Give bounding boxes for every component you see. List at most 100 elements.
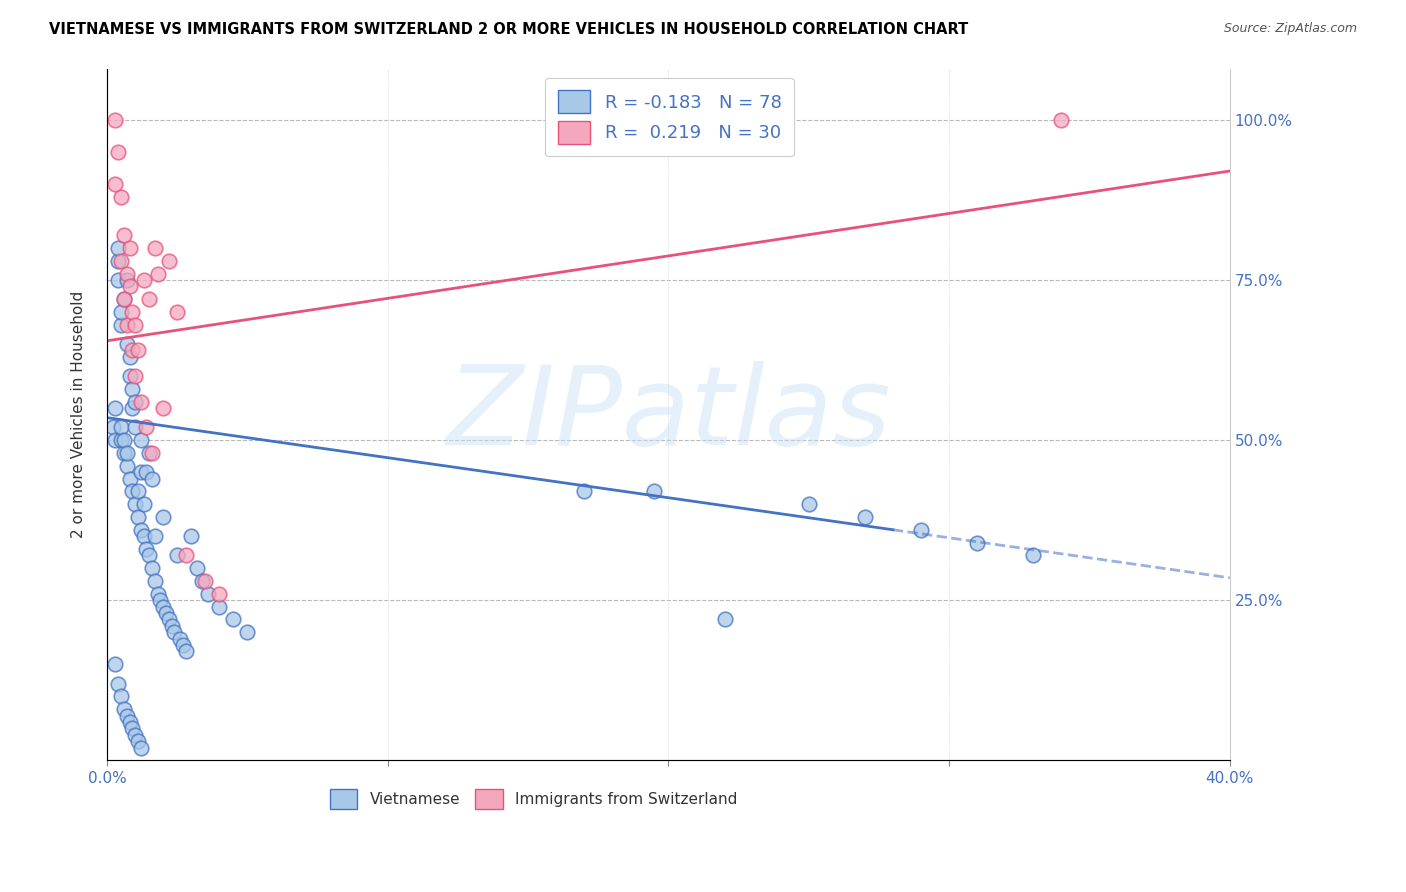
Point <box>110 189 132 203</box>
Point <box>121 382 143 396</box>
Point <box>853 510 876 524</box>
Point <box>966 535 988 549</box>
Point <box>127 510 149 524</box>
Point <box>172 638 194 652</box>
Point <box>107 253 129 268</box>
Point <box>110 690 132 704</box>
Point <box>112 433 135 447</box>
Point <box>141 471 163 485</box>
Point <box>186 561 208 575</box>
Point <box>1050 112 1073 127</box>
Point <box>127 734 149 748</box>
Point <box>115 446 138 460</box>
Point <box>174 549 197 563</box>
Point <box>115 267 138 281</box>
Legend: Vietnamese, Immigrants from Switzerland: Vietnamese, Immigrants from Switzerland <box>323 783 744 815</box>
Point <box>112 702 135 716</box>
Point <box>160 619 183 633</box>
Point <box>118 241 141 255</box>
Point <box>110 433 132 447</box>
Point <box>574 484 596 499</box>
Y-axis label: 2 or more Vehicles in Household: 2 or more Vehicles in Household <box>72 291 86 538</box>
Point <box>146 267 169 281</box>
Point <box>115 708 138 723</box>
Point <box>208 599 231 614</box>
Point <box>121 343 143 358</box>
Text: Source: ZipAtlas.com: Source: ZipAtlas.com <box>1223 22 1357 36</box>
Point <box>118 714 141 729</box>
Point <box>124 394 146 409</box>
Point <box>149 593 172 607</box>
Point <box>166 305 188 319</box>
Point <box>115 273 138 287</box>
Point <box>118 350 141 364</box>
Text: ZIPatlas: ZIPatlas <box>446 361 890 468</box>
Point <box>135 420 157 434</box>
Point <box>643 484 665 499</box>
Point <box>222 612 245 626</box>
Point <box>157 612 180 626</box>
Point <box>101 420 124 434</box>
Point <box>141 446 163 460</box>
Point <box>129 394 152 409</box>
Point <box>169 632 191 646</box>
Point <box>115 318 138 332</box>
Point <box>110 420 132 434</box>
Point <box>197 587 219 601</box>
Point <box>110 305 132 319</box>
Point <box>115 458 138 473</box>
Point <box>138 292 160 306</box>
Point <box>166 549 188 563</box>
Point <box>132 273 155 287</box>
Point <box>118 471 141 485</box>
Point <box>118 279 141 293</box>
Point <box>121 484 143 499</box>
Point <box>191 574 214 588</box>
Point <box>107 241 129 255</box>
Point <box>143 529 166 543</box>
Point <box>124 420 146 434</box>
Point <box>107 273 129 287</box>
Point <box>112 228 135 243</box>
Point <box>129 465 152 479</box>
Point <box>132 497 155 511</box>
Point <box>713 612 735 626</box>
Point <box>208 587 231 601</box>
Point <box>124 728 146 742</box>
Point <box>152 401 174 415</box>
Point <box>1022 549 1045 563</box>
Point <box>118 369 141 384</box>
Point <box>110 253 132 268</box>
Point <box>124 369 146 384</box>
Point <box>104 657 127 672</box>
Point <box>129 523 152 537</box>
Point <box>129 740 152 755</box>
Point <box>163 625 186 640</box>
Point <box>127 484 149 499</box>
Point <box>174 644 197 658</box>
Point <box>112 292 135 306</box>
Point <box>112 292 135 306</box>
Point <box>143 241 166 255</box>
Point <box>121 305 143 319</box>
Point <box>115 337 138 351</box>
Point <box>112 446 135 460</box>
Point <box>107 676 129 690</box>
Point <box>146 587 169 601</box>
Point <box>104 177 127 191</box>
Text: VIETNAMESE VS IMMIGRANTS FROM SWITZERLAND 2 OR MORE VEHICLES IN HOUSEHOLD CORREL: VIETNAMESE VS IMMIGRANTS FROM SWITZERLAN… <box>49 22 969 37</box>
Point <box>141 561 163 575</box>
Point <box>194 574 217 588</box>
Point <box>124 497 146 511</box>
Point <box>129 433 152 447</box>
Point <box>797 497 820 511</box>
Point <box>910 523 932 537</box>
Point <box>104 401 127 415</box>
Point <box>152 599 174 614</box>
Point <box>104 112 127 127</box>
Point <box>138 446 160 460</box>
Point <box>143 574 166 588</box>
Point <box>180 529 202 543</box>
Point <box>107 145 129 159</box>
Point <box>121 722 143 736</box>
